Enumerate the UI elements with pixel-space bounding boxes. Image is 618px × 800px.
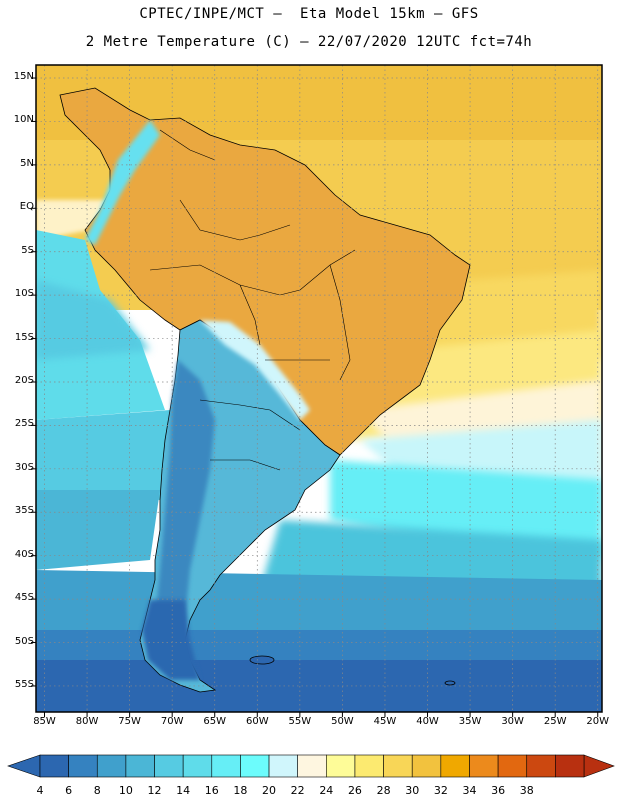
lat-label-40S: 40S [14, 548, 34, 560]
colorbar-swatch-8 [268, 754, 298, 778]
lon-label-30W: 30W [501, 716, 524, 727]
lat-label-5N: 5N [20, 157, 34, 169]
colorbar-swatch-14 [440, 754, 470, 778]
lat-label-15S: 15S [14, 331, 34, 343]
lat-label-10N: 10N [13, 114, 34, 126]
colorbar-label-10: 10 [118, 784, 133, 797]
colorbar-swatch-3 [125, 754, 155, 778]
lat-label-25S: 25S [14, 418, 34, 430]
band-16-ocean [330, 460, 602, 560]
colorbar-label-34: 34 [462, 784, 477, 797]
lat-label-5S: 5S [21, 244, 34, 256]
colorbar-label-4: 4 [36, 784, 44, 797]
colorbar-label-24: 24 [319, 784, 334, 797]
colorbar-label-14: 14 [176, 784, 191, 797]
colorbar-swatch-18 [555, 754, 585, 778]
pacific-cool-2 [36, 280, 150, 360]
central-transition [200, 320, 310, 420]
colorbar-swatch-11 [354, 754, 384, 778]
lon-label-65W: 65W [203, 716, 227, 727]
falklands [249, 655, 275, 665]
colorbar-swatch-6 [211, 754, 241, 778]
colorbar-swatch-12 [383, 754, 413, 778]
colorbar-swatch-13 [411, 754, 442, 778]
colorbar-label-38: 38 [519, 784, 534, 797]
lat-label-EQ: EQ [19, 201, 34, 213]
lon-label-45W: 45W [373, 716, 397, 727]
lon-label-25W: 25W [543, 716, 567, 727]
pacific-warm-edge [36, 200, 110, 240]
lat-label-45S: 45S [14, 592, 34, 604]
lat-label-50S: 50S [14, 635, 34, 647]
colorbar-swatch-2 [96, 754, 127, 778]
band-10 [36, 570, 602, 640]
colorbar-swatch-17 [526, 754, 556, 778]
lat-label-30S: 30S [14, 461, 34, 473]
colorbar-label-30: 30 [405, 784, 420, 797]
colorbar-swatch-10 [326, 754, 356, 778]
colorbar-arrow-left [7, 754, 41, 778]
title-line-1: CPTEC/INPE/MCT – Eta Model 15km – GFS [139, 6, 479, 22]
lon-label-60W: 60W [245, 716, 269, 727]
colorbar-swatch-16 [497, 754, 528, 778]
lon-label-85W: 85W [33, 716, 56, 727]
patagonia-cold [142, 600, 200, 680]
lat-label-20S: 20S [14, 374, 34, 386]
colorbar-label-18: 18 [233, 784, 248, 797]
colorbar-label-28: 28 [376, 784, 391, 797]
lon-label-70W: 70W [160, 716, 184, 727]
band-6 [36, 660, 602, 712]
lon-label-50W: 50W [331, 716, 354, 727]
colorbar-swatch-5 [182, 754, 213, 778]
lat-label-55S: 55S [14, 678, 34, 690]
lon-label-75W: 75W [118, 716, 141, 727]
colorbar-swatch-0 [39, 754, 69, 778]
colorbar [7, 754, 615, 778]
colorbar-label-36: 36 [491, 784, 506, 797]
map-frame [35, 64, 603, 713]
colorbar-label-8: 8 [93, 784, 101, 797]
lat-label-15N: 15N [13, 71, 34, 83]
axis-ticks [31, 77, 599, 717]
colorbar-label-12: 12 [147, 784, 162, 797]
colorbar-label-32: 32 [433, 784, 448, 797]
band-12 [36, 490, 160, 570]
colorbar-label-6: 6 [65, 784, 73, 797]
lat-label-35S: 35S [14, 505, 34, 517]
andes-deep-cold [155, 360, 215, 660]
band-14 [36, 410, 170, 500]
colorbar-arrow-right [583, 754, 615, 778]
lat-label-10S: 10S [14, 288, 34, 300]
colorbar-swatch-4 [154, 754, 184, 778]
andes-cold [85, 120, 160, 245]
south-america-warm-land [59, 87, 471, 456]
colorbar-swatch-1 [68, 754, 98, 778]
colorbar-swatch-15 [469, 754, 499, 778]
colorbar-swatch-7 [240, 754, 270, 778]
lon-label-55W: 55W [288, 716, 312, 727]
colorbar-label-16: 16 [204, 784, 219, 797]
temperature-field [36, 65, 602, 712]
lon-label-35W: 35W [458, 716, 482, 727]
colorbar-label-20: 20 [262, 784, 277, 797]
lon-label-80W: 80W [75, 716, 99, 727]
lon-label-20W: 20W [586, 716, 610, 727]
lon-label-40W: 40W [416, 716, 439, 727]
colorbar-label-26: 26 [347, 784, 362, 797]
title-line-2: 2 Metre Temperature (C) – 22/07/2020 12U… [85, 34, 533, 50]
south-georgia [444, 680, 456, 686]
colorbar-swatch-9 [297, 754, 327, 778]
colorbar-label-22: 22 [290, 784, 305, 797]
